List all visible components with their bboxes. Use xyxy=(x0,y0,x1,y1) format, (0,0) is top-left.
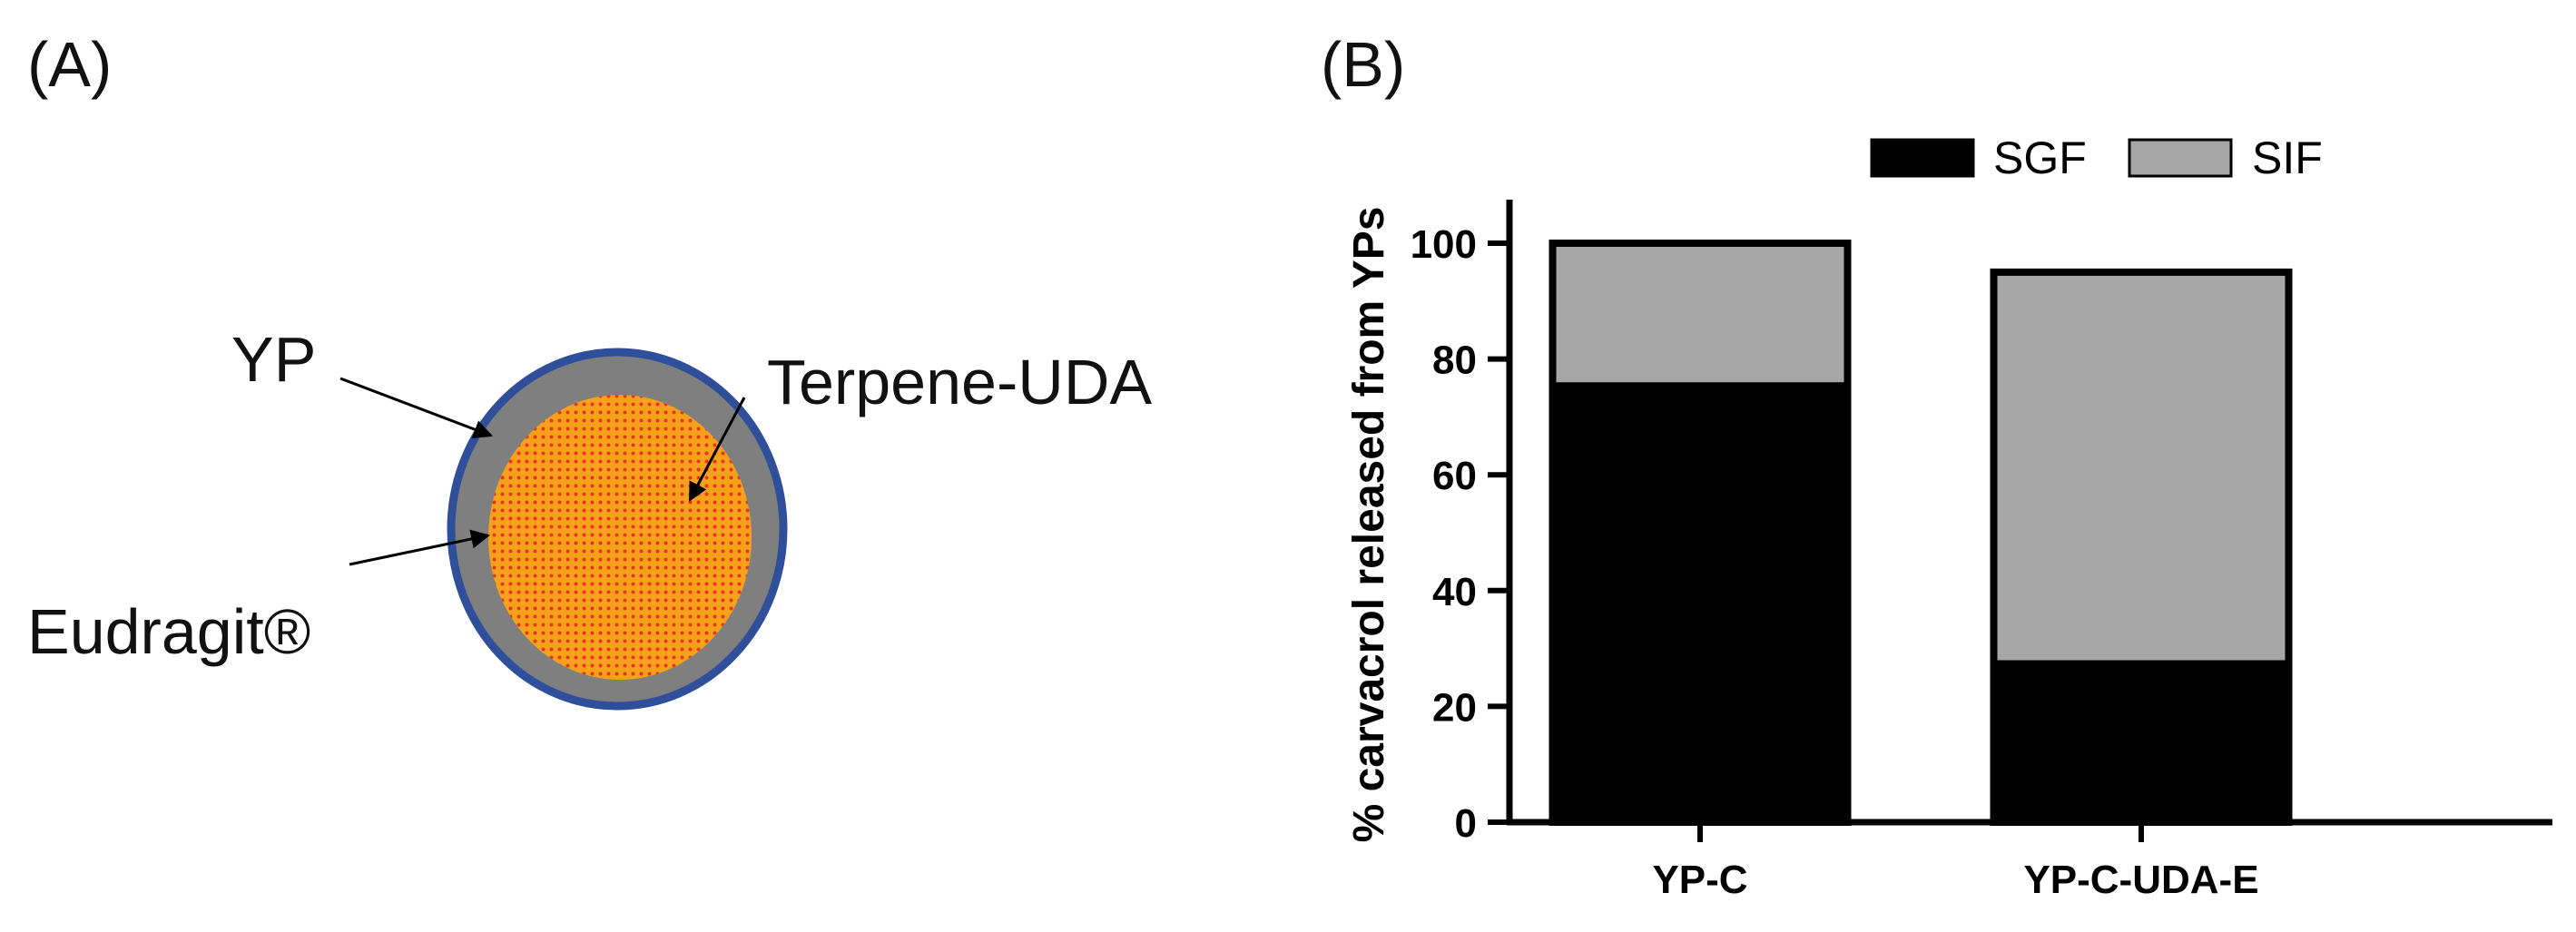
bar-sgf-yp-c-uda-e xyxy=(1993,660,2289,822)
yp-arrow xyxy=(339,377,493,439)
y-tick-label: 40 xyxy=(1432,570,1477,614)
y-tick-label: 60 xyxy=(1432,454,1477,498)
eudragit-arrow xyxy=(349,529,491,566)
x-tick-label: YP-C xyxy=(1652,858,1747,902)
label-terpene-uda: Terpene-UDA xyxy=(767,347,1152,417)
label-eudragit: Eudragit® xyxy=(27,596,310,667)
panel-label-a: (A) xyxy=(27,29,112,100)
y-tick-label: 20 xyxy=(1432,685,1477,730)
x-tick-label: YP-C-UDA-E xyxy=(2023,858,2258,902)
legend-label-sgf: SGF xyxy=(1993,132,2087,183)
x-axis: YP-C YP-C-UDA-E xyxy=(1507,819,2552,902)
legend-label-sif: SIF xyxy=(2252,132,2323,183)
panel-label-b: (B) xyxy=(1321,29,1405,100)
bar-sgf-yp-c xyxy=(1552,382,1848,822)
label-yp: YP xyxy=(231,324,316,395)
terpene-arrow xyxy=(688,397,746,502)
y-tick-label: 0 xyxy=(1455,801,1477,846)
legend-swatch-sgf xyxy=(1870,138,1975,178)
bar-sif-yp-c-uda-e xyxy=(1993,271,2289,661)
legend: SGF SIF xyxy=(1870,132,2323,183)
yeast-particle-diagram: YP Terpene-UDA Eudragit® xyxy=(27,324,1152,711)
bars xyxy=(1549,240,2293,826)
y-axis-title: % carvacrol released from YPs xyxy=(1345,207,1393,843)
legend-swatch-sif xyxy=(2128,138,2233,178)
bar-sif-yp-c xyxy=(1552,243,1848,383)
y-tick-label: 100 xyxy=(1411,222,1477,267)
terpene-core xyxy=(488,395,752,680)
y-tick-label: 80 xyxy=(1432,338,1477,383)
y-axis: 0 20 40 60 80 100 xyxy=(1411,200,1513,846)
stacked-bar-chart: 0 20 40 60 80 100 YP-C YP-C-UDA-E % carvacrol … xyxy=(1345,132,2552,902)
